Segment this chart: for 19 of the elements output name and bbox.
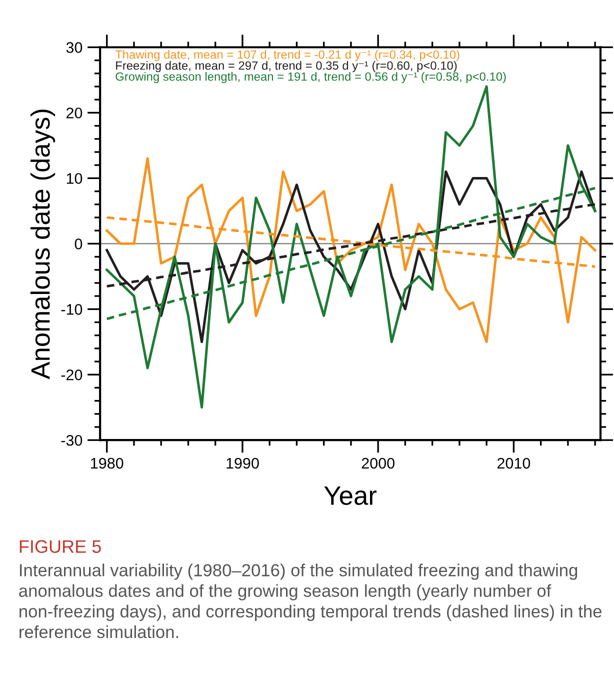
x-tick-label: 2000: [362, 458, 394, 469]
y-tick-label: 30: [66, 42, 82, 53]
x-axis-title: Year: [324, 486, 377, 505]
text: Thawing date, mean = 107 d, trend = -0.21 d y⁻¹ (r=0.34, p<0.10): [115, 50, 460, 62]
y-tick-label: -30: [61, 434, 82, 446]
text: Interannual variability (1980–2016) of the simulated freezing and thawing anomalous dates and of the growing season length (yearly number of non-freezing days), and corresponding temporal trends (dashed lines) in the reference simulation.: [19, 564, 602, 638]
line-series: [106, 85, 596, 409]
y-tick-label: -10: [61, 304, 82, 315]
series-label: Growing season length, mean = 191 d, trend = 0.56 d y⁻¹ (r=0.58, p<0.10): [116, 72, 506, 84]
y-tick-label: 0: [74, 238, 82, 250]
y-tick-label: 20: [66, 108, 82, 118]
y-tick-label: 10: [66, 173, 82, 184]
caption: FIGURE 5: [20, 540, 101, 553]
x-tick-label: 2010: [497, 458, 530, 469]
text: Freezing date, mean = 297 d, trend = 0.35 d y⁻¹ (r=0.60, p<0.10): [116, 61, 457, 72]
x-tick-label: 1980: [91, 458, 124, 469]
x-tick-label: 1990: [226, 458, 259, 469]
y-axis-title: Anomalous date (days): [30, 110, 56, 380]
y-tick-label: -20: [61, 369, 82, 380]
